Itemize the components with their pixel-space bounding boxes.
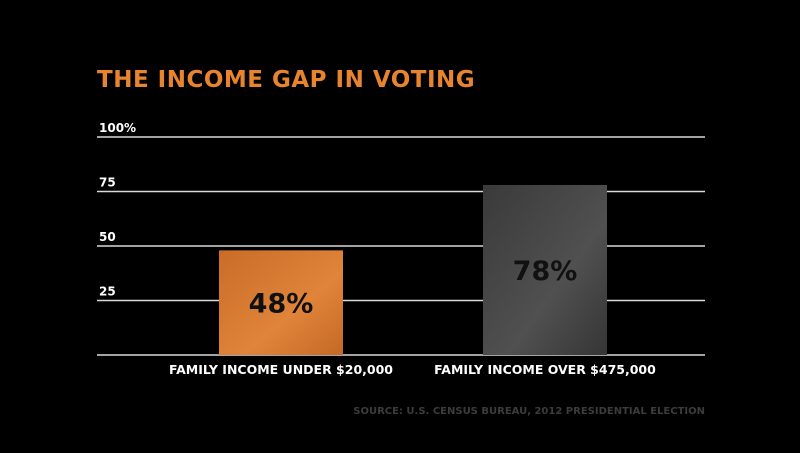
category-label: FAMILY INCOME OVER $475,000 xyxy=(434,362,656,377)
chart-title: THE INCOME GAP IN VOTING xyxy=(97,67,475,93)
bar-2 xyxy=(483,184,607,355)
y-axis-ticks: 25 50 75 100% xyxy=(99,121,136,299)
source-note: SOURCE: U.S. CENSUS BUREAU, 2012 PRESIDE… xyxy=(353,406,705,417)
y-tick-label: 50 xyxy=(99,230,116,244)
gridlines xyxy=(97,136,705,356)
y-tick-label: 75 xyxy=(99,176,116,190)
bar-1 xyxy=(219,250,343,355)
y-tick-label: 100% xyxy=(99,121,136,135)
y-tick-label: 25 xyxy=(99,285,116,299)
category-label: FAMILY INCOME UNDER $20,000 xyxy=(169,362,393,377)
category-labels: FAMILY INCOME UNDER $20,000 FAMILY INCOME… xyxy=(169,362,656,377)
data-label: 48% xyxy=(249,289,314,320)
data-label: 78% xyxy=(513,256,578,287)
bars: 48% 78% xyxy=(219,184,607,355)
